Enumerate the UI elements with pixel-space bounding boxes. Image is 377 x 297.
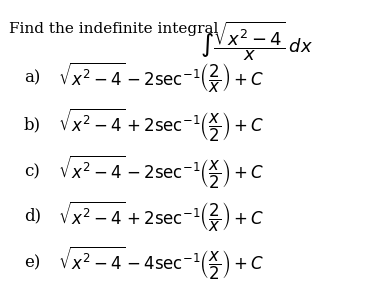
Text: $\sqrt{x^2-4}-4\sec^{-1}\!\left(\dfrac{x}{2}\right)+C$: $\sqrt{x^2-4}-4\sec^{-1}\!\left(\dfrac{x…: [58, 244, 264, 282]
Text: $\sqrt{x^2-4}+2\sec^{-1}\!\left(\dfrac{x}{2}\right)+C$: $\sqrt{x^2-4}+2\sec^{-1}\!\left(\dfrac{x…: [58, 106, 264, 144]
Text: $\sqrt{x^2-4}-2\sec^{-1}\!\left(\dfrac{x}{2}\right)+C$: $\sqrt{x^2-4}-2\sec^{-1}\!\left(\dfrac{x…: [58, 153, 264, 191]
Text: $\int\dfrac{\sqrt{x^2-4}}{x}\,dx$: $\int\dfrac{\sqrt{x^2-4}}{x}\,dx$: [200, 19, 313, 63]
Text: c): c): [24, 164, 40, 181]
Text: d): d): [24, 208, 41, 225]
Text: e): e): [24, 255, 40, 272]
Text: $\sqrt{x^2-4}-2\sec^{-1}\!\left(\dfrac{2}{x}\right)+C$: $\sqrt{x^2-4}-2\sec^{-1}\!\left(\dfrac{2…: [58, 61, 264, 95]
Text: b): b): [24, 116, 41, 133]
Text: a): a): [24, 69, 40, 86]
Text: Find the indefinite integral: Find the indefinite integral: [9, 22, 228, 36]
Text: $\sqrt{x^2-4}+2\sec^{-1}\!\left(\dfrac{2}{x}\right)+C$: $\sqrt{x^2-4}+2\sec^{-1}\!\left(\dfrac{2…: [58, 199, 264, 233]
